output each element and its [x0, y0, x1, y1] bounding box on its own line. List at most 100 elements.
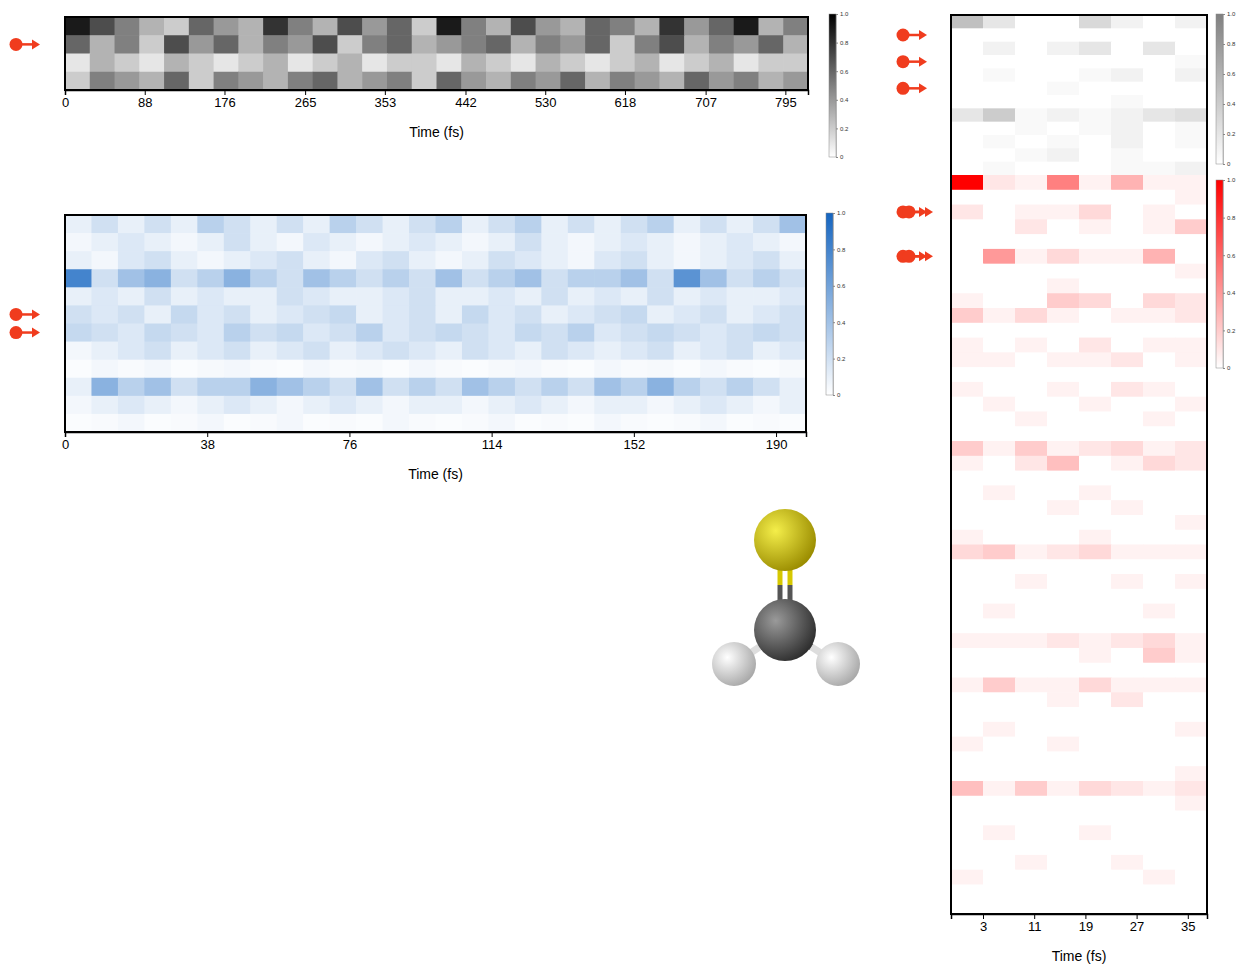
heatmap-cell	[951, 219, 984, 234]
heatmap-cell	[1079, 264, 1112, 279]
heatmap-cell	[983, 122, 1016, 136]
heatmap-cell	[263, 54, 288, 73]
heatmap-cell	[621, 396, 648, 415]
heatmap-cell	[1079, 855, 1112, 870]
heatmap-cell	[1015, 722, 1048, 737]
heatmap-cell	[1079, 426, 1112, 441]
heatmap-cell	[1143, 559, 1176, 574]
heatmap-cell	[1015, 884, 1048, 899]
heatmap-cell	[197, 360, 224, 379]
heatmap-cell	[1015, 678, 1048, 693]
heatmap-cell	[647, 305, 674, 324]
heatmap-cell	[250, 287, 277, 306]
heatmap-cell	[224, 215, 251, 234]
heatmap-cell	[951, 82, 984, 96]
heatmap-cell	[303, 233, 330, 252]
heatmap-cell	[1111, 382, 1144, 397]
heatmap-cell	[684, 35, 709, 54]
heatmap-cell	[1111, 471, 1144, 486]
heatmap-cell	[1175, 82, 1207, 96]
heatmap-cell	[753, 251, 780, 270]
heatmap-cell	[1015, 264, 1048, 279]
heatmap-cell	[515, 342, 542, 361]
heatmap-cell	[1079, 135, 1112, 149]
heatmap-cell	[983, 264, 1016, 279]
heatmap-cell	[118, 251, 145, 270]
colorbar-tick-label: 0.6	[1227, 253, 1236, 259]
heatmap-cell	[436, 378, 463, 397]
heatmap-cell	[983, 352, 1016, 367]
heatmap-cell	[91, 215, 118, 234]
heatmap-cell	[983, 500, 1016, 515]
atom	[754, 509, 816, 571]
heatmap-cell	[1143, 122, 1176, 136]
x-axis-title: Time (fs)	[1052, 948, 1107, 964]
heatmap-cell	[65, 324, 92, 343]
heatmap-cell	[1143, 545, 1176, 560]
heatmap-cell	[951, 633, 984, 648]
heatmap-cell	[118, 414, 145, 432]
heatmap-cell	[1047, 108, 1080, 122]
heatmap-cell	[594, 324, 621, 343]
heatmap-cell	[1143, 397, 1176, 412]
heatmap-cell	[1047, 55, 1080, 69]
colorbar-axis-line	[1224, 15, 1226, 165]
heatmap-cell	[684, 17, 709, 36]
heatmap-cell	[1143, 234, 1176, 249]
heatmap-cell	[674, 233, 701, 252]
heatmap-cell	[486, 72, 511, 90]
colorbar-tick: 0.8	[833, 247, 846, 253]
arrow-head	[925, 251, 933, 261]
heatmap-cell	[1143, 870, 1176, 885]
colorbar-tick-label: 0.6	[840, 69, 849, 75]
heatmap-cell	[585, 35, 610, 54]
heatmap-cell	[412, 54, 437, 73]
heatmap-cell	[568, 360, 595, 379]
heatmap-cell	[951, 352, 984, 367]
heatmap-cell	[780, 396, 806, 415]
x-tick: 114	[482, 432, 503, 452]
heatmap-cell	[594, 305, 621, 324]
colorbar-tick: 0.8	[1223, 41, 1236, 47]
heatmap-cell	[560, 35, 585, 54]
heatmap-cell	[1175, 811, 1207, 826]
heatmap-cell	[621, 269, 648, 288]
heatmap-cell	[1047, 751, 1080, 766]
heatmap-cell	[197, 287, 224, 306]
heatmap-cell	[951, 840, 984, 855]
heatmap-cell	[621, 215, 648, 234]
heatmap-cell	[727, 360, 754, 379]
heatmap-cell	[1111, 219, 1144, 234]
x-axis: 03876114152190	[62, 432, 807, 452]
colorbar	[1216, 180, 1223, 368]
heatmap-cell	[951, 162, 984, 175]
heatmap-cell	[250, 305, 277, 324]
heatmap-cell	[1047, 397, 1080, 412]
heatmap-cell	[1143, 899, 1176, 914]
colorbar-tick-mark	[1223, 134, 1225, 135]
heatmap-cell	[983, 15, 1016, 29]
heatmap-cell	[383, 342, 410, 361]
heatmap-cell	[1111, 751, 1144, 766]
colorbar	[1216, 14, 1223, 164]
heatmap-cell	[1111, 456, 1144, 471]
heatmap-cell	[224, 287, 251, 306]
heatmap-cell	[1079, 338, 1112, 353]
heatmap-cell	[1143, 190, 1176, 205]
heatmap-cell	[1015, 751, 1048, 766]
heatmap-cell	[1079, 707, 1112, 722]
heatmap-cell	[1143, 884, 1176, 899]
heatmap-cell	[1047, 249, 1080, 264]
heatmap-cell	[250, 215, 277, 234]
heatmap-cell	[115, 17, 140, 36]
heatmap-cell	[1143, 278, 1176, 293]
heatmap-cell	[951, 249, 984, 264]
heatmap-cell	[1015, 293, 1048, 308]
heatmap-cell	[951, 825, 984, 840]
heatmap-cell	[1015, 42, 1048, 56]
heatmap-cell	[144, 233, 171, 252]
heatmap-cell	[1111, 28, 1144, 42]
heatmap-cell	[1175, 308, 1207, 323]
colorbar-tick-mark	[833, 286, 835, 287]
heatmap-cell	[1111, 175, 1144, 190]
